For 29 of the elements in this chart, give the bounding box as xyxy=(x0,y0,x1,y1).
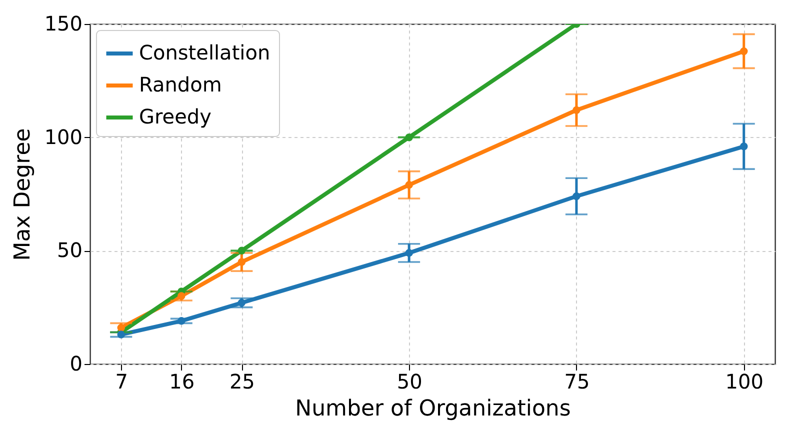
point xyxy=(740,47,748,56)
point xyxy=(405,133,413,142)
point xyxy=(405,249,413,257)
point xyxy=(238,246,246,255)
point xyxy=(572,192,580,200)
point xyxy=(238,298,246,307)
x-tick-label: 16 xyxy=(169,370,195,394)
legend-label: Greedy xyxy=(139,104,212,128)
x-tick-label: 25 xyxy=(229,370,255,394)
x-tick-label: 75 xyxy=(564,370,590,394)
y-tick-label: 0 xyxy=(70,352,82,376)
point xyxy=(572,106,580,114)
y-tick-label: 100 xyxy=(44,124,82,149)
point xyxy=(178,292,186,300)
x-tick-label: 50 xyxy=(396,370,422,394)
legend-label: Random xyxy=(139,72,222,96)
point xyxy=(117,324,126,332)
point xyxy=(178,317,186,325)
x-tick-label: 7 xyxy=(115,370,128,394)
y-axis-title: Max Degree xyxy=(10,128,36,261)
y-tick-label: 150 xyxy=(44,12,82,36)
x-axis-title: Number of Organizations xyxy=(295,396,571,422)
point xyxy=(740,142,748,150)
y-tick-label: 50 xyxy=(57,238,82,262)
point xyxy=(405,181,413,189)
x-tick-label: 100 xyxy=(725,370,764,394)
legend-label: Constellation xyxy=(139,40,270,64)
point xyxy=(238,258,246,266)
point xyxy=(117,330,126,338)
